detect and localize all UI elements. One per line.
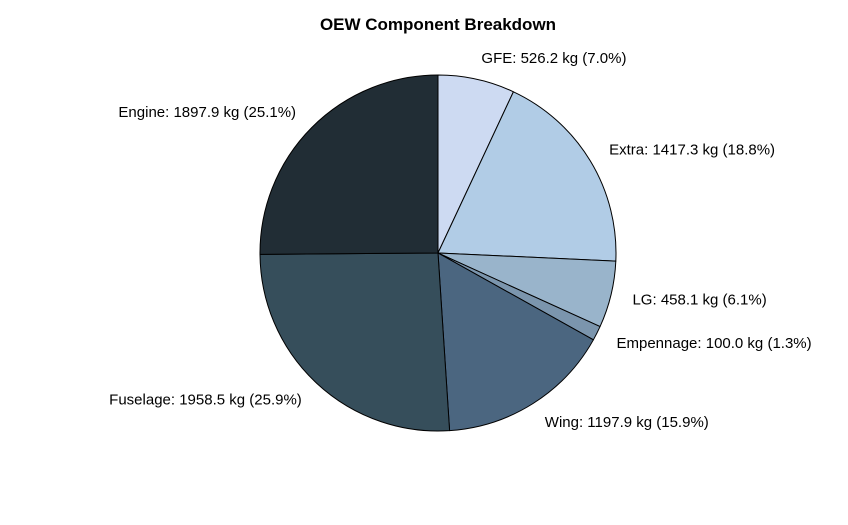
pie-slice-fuselage <box>259 252 451 432</box>
pie-label-lg: LG: 458.1 kg (6.1%) <box>632 292 766 309</box>
pie-label-engine: Engine: 1897.9 kg (25.1%) <box>118 104 296 121</box>
pie-slice-engine <box>259 74 439 255</box>
pie-slice-extra <box>437 91 617 262</box>
pie-labels: GFE: 526.2 kg (7.0%) Extra: 1417.3 kg (18… <box>109 50 811 431</box>
chart-title: OEW Component Breakdown <box>320 15 556 34</box>
pie-label-gfe: GFE: 526.2 kg (7.0%) <box>481 50 626 67</box>
pie-label-wing: Wing: 1197.9 kg (15.9%) <box>545 414 709 431</box>
pie-label-empennage: Empennage: 100.0 kg (1.3%) <box>617 335 812 352</box>
pie-slices <box>259 74 617 432</box>
pie-label-extra: Extra: 1417.3 kg (18.8%) <box>609 142 775 159</box>
pie-slice-wing <box>437 252 594 432</box>
pie-label-fuselage: Fuselage: 1958.5 kg (25.9%) <box>109 391 302 408</box>
